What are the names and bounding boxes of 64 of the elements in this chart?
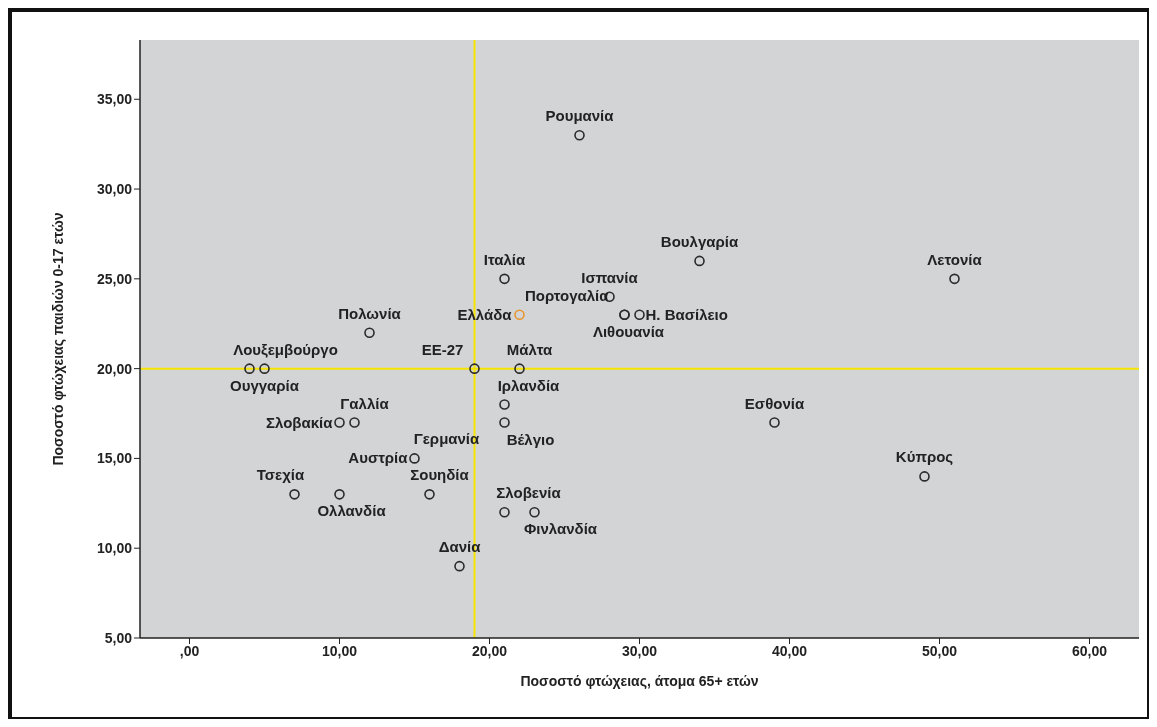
point [244, 363, 255, 374]
x-tick-label: ,00 [179, 642, 200, 659]
y-tick-label: 10,00 [96, 540, 133, 557]
point [529, 506, 540, 518]
point [499, 417, 510, 428]
point [334, 489, 345, 500]
x-tick-label: 40,00 [771, 642, 808, 659]
x-tick-label: 10,00 [321, 642, 358, 659]
annotation: Σλοβενία [496, 484, 562, 502]
annotation: Ισπανία [581, 268, 639, 286]
annotation: Σλοβακία [266, 413, 334, 431]
y-tick-label: 35,00 [96, 91, 133, 108]
x-axis-title: Ποσοστό φτώχειας, άτομα 65+ ετών [520, 672, 759, 689]
point [514, 309, 525, 321]
point [919, 471, 930, 482]
point [424, 489, 435, 500]
x-tick-label: 60,00 [1071, 642, 1108, 659]
y-tick-label: 15,00 [96, 450, 133, 467]
annotation: ΕΕ-27 [421, 340, 464, 358]
annotation: Λουξεμβούργο [233, 340, 338, 358]
x-tick-label: 50,00 [921, 642, 958, 659]
point [694, 255, 705, 267]
point [499, 273, 510, 285]
annotation: Βέλγιο [506, 430, 555, 448]
annotation: Κύπρος [895, 448, 954, 466]
point [514, 363, 525, 374]
point [334, 417, 345, 428]
annotation: Βουλγαρία [660, 232, 739, 250]
annotation: Ουγγαρία [230, 376, 300, 394]
point [349, 417, 360, 428]
y-axis-title: Ποσοστό φτώχειας παιδιών 0-17 ετών [49, 212, 66, 466]
annotation: Πολωνία [338, 304, 402, 322]
annotation: Εσθονία [744, 394, 805, 412]
point [259, 363, 270, 374]
annotation: Ιρλανδία [497, 376, 561, 394]
point [499, 506, 510, 518]
annotation: Ιταλία [483, 250, 526, 268]
point [574, 129, 585, 141]
point [454, 560, 465, 572]
annotation: Μάλτα [506, 340, 554, 358]
y-tick-label: 30,00 [96, 181, 133, 198]
y-tick-label: 25,00 [96, 270, 133, 287]
point [409, 453, 420, 464]
point [949, 273, 960, 285]
y-tick-label: 5,00 [104, 629, 133, 646]
annotation: Φινλανδία [523, 520, 598, 538]
annotation: Γαλλία [340, 394, 390, 412]
point [469, 363, 480, 374]
annotation: Ολλανδία [317, 502, 387, 520]
point [364, 327, 375, 339]
annotation: Λιθουανία [592, 322, 665, 340]
annotation: Σουηδία [410, 466, 470, 484]
point [634, 309, 645, 321]
point [499, 399, 510, 410]
annotation: Τσεχία [256, 466, 305, 484]
point [289, 489, 300, 500]
x-tick-label: 30,00 [621, 642, 658, 659]
annotation: Λετονία [927, 250, 983, 268]
y-tick-label: 20,00 [96, 360, 133, 377]
annotation: Αυστρία [348, 449, 409, 467]
point [769, 417, 780, 428]
annotation: Η. Βασίλειο [645, 305, 728, 323]
x-tick-label: 20,00 [471, 642, 508, 659]
annotation: Ρουμανία [545, 107, 615, 125]
